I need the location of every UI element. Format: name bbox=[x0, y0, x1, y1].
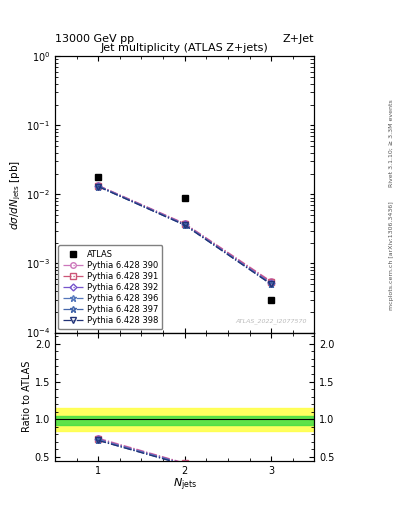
Title: Jet multiplicity (ATLAS Z+jets): Jet multiplicity (ATLAS Z+jets) bbox=[101, 43, 268, 53]
Line: Pythia 6.428 396: Pythia 6.428 396 bbox=[95, 183, 275, 287]
Pythia 6.428 390 bbox=[96, 182, 101, 188]
Line: Pythia 6.428 392: Pythia 6.428 392 bbox=[96, 183, 274, 286]
Text: ATLAS_2022_I2077570: ATLAS_2022_I2077570 bbox=[235, 318, 307, 324]
Line: Pythia 6.428 398: Pythia 6.428 398 bbox=[95, 184, 274, 287]
Text: Rivet 3.1.10; ≥ 3.3M events: Rivet 3.1.10; ≥ 3.3M events bbox=[389, 99, 393, 187]
Y-axis label: $d\sigma/dN_\mathrm{jets}$ [pb]: $d\sigma/dN_\mathrm{jets}$ [pb] bbox=[9, 159, 23, 229]
Line: Pythia 6.428 397: Pythia 6.428 397 bbox=[95, 183, 275, 288]
Line: Pythia 6.428 390: Pythia 6.428 390 bbox=[95, 183, 274, 284]
Text: mcplots.cern.ch [arXiv:1306.3436]: mcplots.cern.ch [arXiv:1306.3436] bbox=[389, 202, 393, 310]
Pythia 6.428 398 bbox=[269, 281, 274, 287]
Pythia 6.428 392 bbox=[269, 280, 274, 286]
Y-axis label: Ratio to ATLAS: Ratio to ATLAS bbox=[22, 361, 32, 432]
Bar bbox=[55, 416, 314, 424]
Legend: ATLAS, Pythia 6.428 390, Pythia 6.428 391, Pythia 6.428 392, Pythia 6.428 396, P: ATLAS, Pythia 6.428 390, Pythia 6.428 39… bbox=[58, 245, 162, 329]
Line: Pythia 6.428 391: Pythia 6.428 391 bbox=[95, 183, 274, 285]
Pythia 6.428 397 bbox=[269, 281, 274, 287]
Pythia 6.428 392 bbox=[96, 183, 101, 189]
Text: 13000 GeV pp: 13000 GeV pp bbox=[55, 33, 134, 44]
Line: ATLAS: ATLAS bbox=[95, 174, 275, 303]
Pythia 6.428 397 bbox=[182, 222, 187, 228]
Pythia 6.428 391 bbox=[182, 221, 187, 227]
Pythia 6.428 398 bbox=[96, 183, 101, 189]
Pythia 6.428 396 bbox=[182, 222, 187, 228]
Pythia 6.428 391 bbox=[96, 183, 101, 189]
Pythia 6.428 396 bbox=[269, 281, 274, 287]
ATLAS bbox=[269, 296, 274, 303]
Pythia 6.428 396 bbox=[96, 183, 101, 189]
Pythia 6.428 390 bbox=[182, 220, 187, 226]
Pythia 6.428 390 bbox=[269, 279, 274, 285]
Pythia 6.428 391 bbox=[269, 279, 274, 285]
Text: Z+Jet: Z+Jet bbox=[283, 33, 314, 44]
X-axis label: $N_\mathrm{jets}$: $N_\mathrm{jets}$ bbox=[173, 477, 197, 494]
ATLAS bbox=[182, 195, 187, 201]
Pythia 6.428 398 bbox=[182, 222, 187, 228]
Bar bbox=[55, 408, 314, 431]
ATLAS bbox=[96, 174, 101, 180]
Pythia 6.428 397 bbox=[96, 183, 101, 189]
Pythia 6.428 392 bbox=[182, 221, 187, 227]
